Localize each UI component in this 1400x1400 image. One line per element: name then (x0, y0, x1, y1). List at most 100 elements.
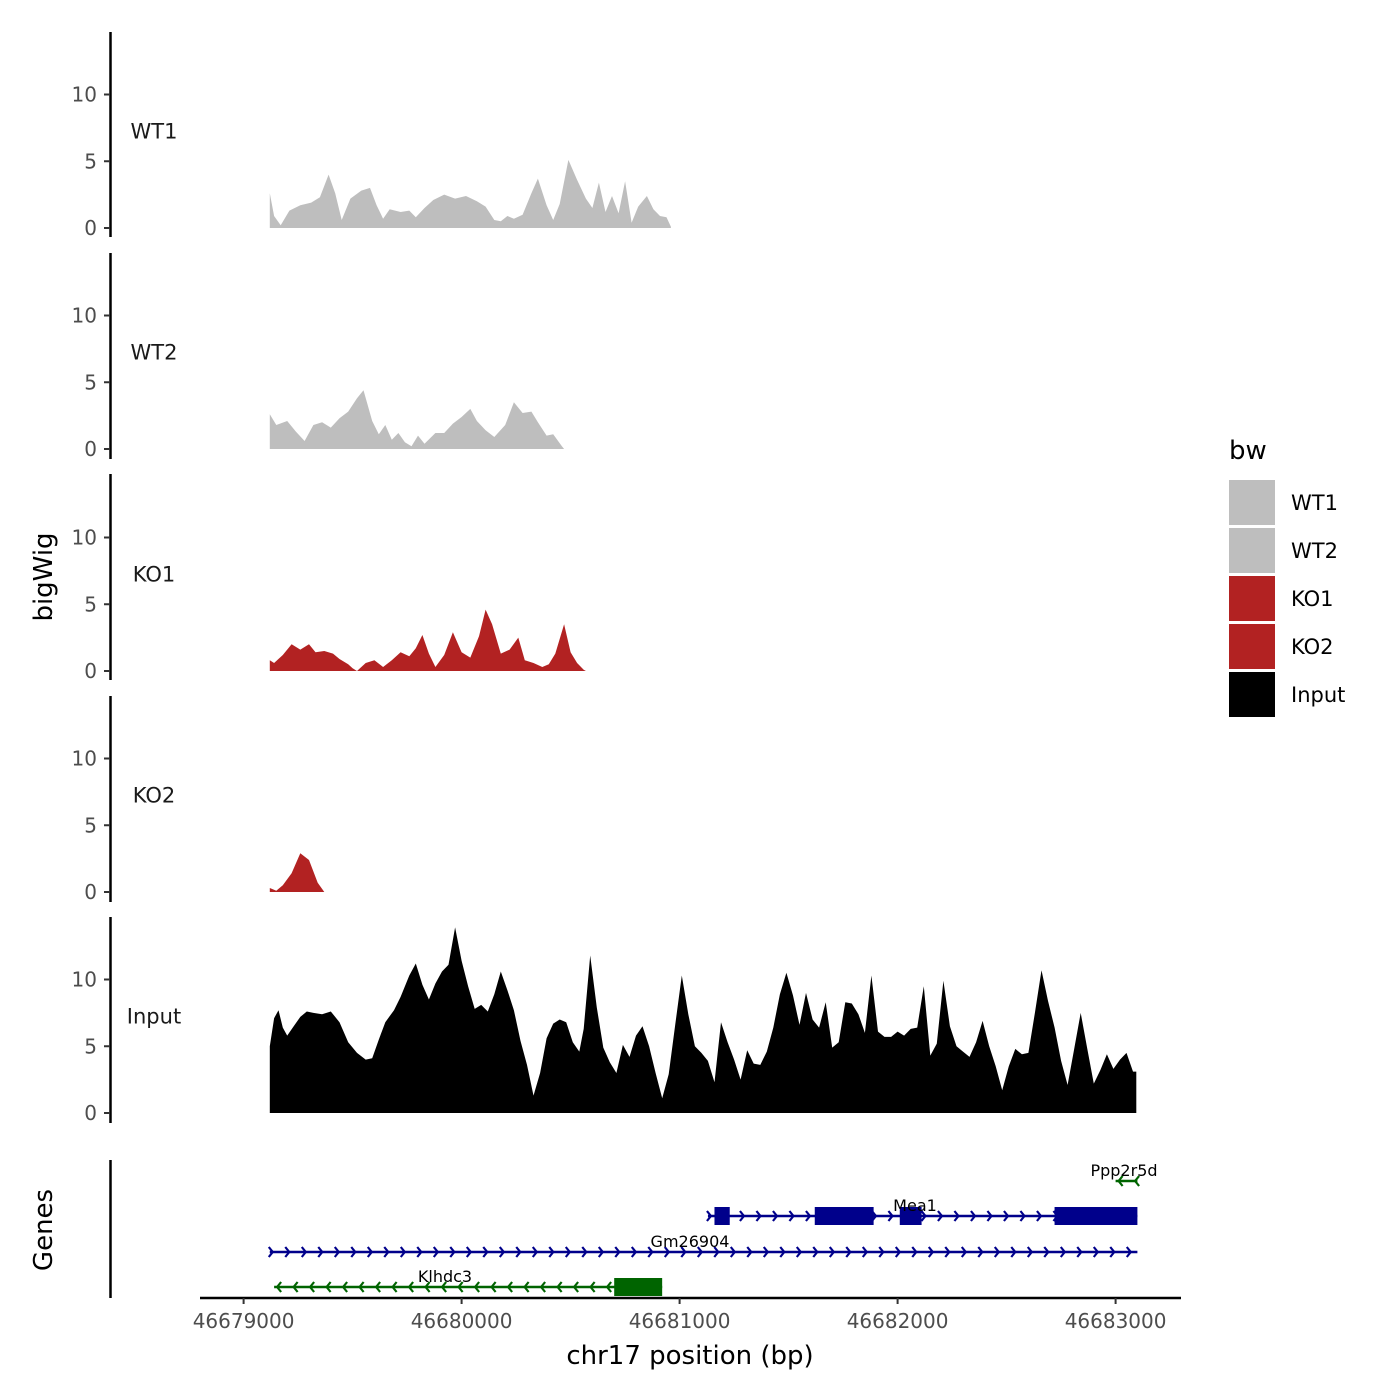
strand-arrow (308, 1281, 315, 1293)
y-tick-label: 5 (84, 370, 97, 394)
track-input: Input (127, 927, 1137, 1113)
strand-arrow (680, 1246, 687, 1258)
strand-arrow (424, 1281, 431, 1293)
coverage-area-ko2 (269, 853, 325, 892)
strand-arrow (953, 1210, 960, 1222)
strand-arrow (878, 1246, 885, 1258)
strand-arrow (597, 1246, 605, 1258)
strand-arrow (515, 1246, 522, 1258)
gene-ppp2r5d: Ppp2r5d (1090, 1161, 1158, 1187)
legend: bw WT1 WT2 KO1 KO2 Input (1229, 436, 1345, 717)
strand-arrow (1092, 1246, 1100, 1258)
x-tick-label: 46682000 (847, 1309, 949, 1333)
strand-arrow (605, 1281, 612, 1293)
strand-arrow (1019, 1210, 1026, 1222)
strand-arrow (325, 1281, 332, 1293)
coverage-area-wt2 (269, 390, 565, 449)
strand-arrow (523, 1281, 530, 1293)
strand-arrow (465, 1246, 473, 1258)
track-label-wt2: WT2 (131, 341, 178, 365)
genes-axis-title: Genes (29, 1189, 59, 1271)
strand-arrow (894, 1246, 902, 1258)
strand-arrow (663, 1246, 671, 1258)
x-axis: 46679000 46680000 46681000 46682000 46683000 (193, 1296, 1181, 1333)
coverage-area-ko1 (269, 609, 586, 671)
strand-arrow (647, 1246, 654, 1258)
strand-arrow (713, 1246, 720, 1258)
strand-arrow (795, 1246, 803, 1258)
strand-arrow (812, 1246, 819, 1258)
strand-arrow (556, 1281, 563, 1293)
y-axis: 0 5 10 0 5 10 0 5 10 0 5 10 0 5 10 (72, 32, 112, 1125)
strand-arrow (746, 1246, 753, 1258)
strand-arrow (986, 1210, 993, 1222)
legend-label-wt2: WT2 (1291, 539, 1338, 563)
strand-arrow (630, 1246, 638, 1258)
track-wt2: WT2 (131, 341, 565, 449)
legend-title: bw (1229, 436, 1267, 466)
strand-arrow (788, 1210, 795, 1222)
x-axis-title: chr17 position (bp) (566, 1341, 813, 1371)
legend-label-input: Input (1291, 683, 1345, 707)
y-tick-label: 5 (84, 149, 97, 173)
strand-arrow (739, 1210, 746, 1222)
strand-arrow (572, 1281, 579, 1293)
strand-arrow (341, 1281, 348, 1293)
strand-arrow (911, 1246, 918, 1258)
strand-arrow (1109, 1246, 1116, 1258)
x-tick-label: 46681000 (629, 1309, 731, 1333)
strand-arrow (531, 1246, 539, 1258)
strand-arrow (581, 1246, 588, 1258)
strand-arrow (1125, 1246, 1133, 1258)
strand-arrow (548, 1246, 555, 1258)
exon (614, 1278, 663, 1296)
strand-arrow (300, 1246, 308, 1258)
gene-gm26904: Gm26904 (267, 1232, 1138, 1258)
y-tick-label: 10 (72, 747, 97, 771)
coverage-area-wt1 (269, 159, 671, 228)
strand-arrow (391, 1281, 398, 1293)
gene-mea1: Mea1 (706, 1196, 1138, 1225)
strand-arrow (762, 1246, 770, 1258)
y-tick-label: 0 (84, 880, 97, 904)
track-label-ko1: KO1 (133, 563, 176, 587)
y-tick-label: 0 (84, 216, 97, 240)
legend-swatch-wt2 (1229, 528, 1275, 573)
y-tick-label: 5 (84, 813, 97, 837)
strand-arrow (755, 1210, 762, 1222)
strand-arrow (457, 1281, 464, 1293)
x-tick-label: 46679000 (193, 1309, 295, 1333)
strand-arrow (267, 1246, 275, 1258)
y-tick-label: 10 (72, 83, 97, 107)
strand-arrow (696, 1246, 704, 1258)
strand-arrow (416, 1246, 423, 1258)
strand-arrow (779, 1246, 786, 1258)
y-tick-label: 10 (72, 304, 97, 328)
exon (899, 1207, 922, 1225)
strand-arrow (440, 1281, 447, 1293)
strand-arrow (589, 1281, 596, 1293)
genes-track: Ppp2r5d Mea1 Gm26904 Klhdc3 (109, 1160, 1158, 1298)
strand-arrow (317, 1246, 324, 1258)
strand-arrow (284, 1246, 291, 1258)
strand-arrow (937, 1210, 944, 1222)
strand-arrow (970, 1210, 977, 1222)
strand-arrow (1010, 1246, 1017, 1258)
strand-arrow (490, 1281, 497, 1293)
strand-arrow (927, 1246, 935, 1258)
strand-arrow (772, 1210, 779, 1222)
exon (1054, 1207, 1138, 1225)
strand-arrow (407, 1281, 414, 1293)
strand-arrow (333, 1246, 341, 1258)
x-tick-label: 46680000 (411, 1309, 513, 1333)
strand-arrow (944, 1246, 951, 1258)
strand-arrow (828, 1246, 836, 1258)
track-wt1: WT1 (131, 120, 671, 228)
legend-swatch-ko2 (1229, 624, 1275, 669)
strand-arrow (1026, 1246, 1034, 1258)
strand-arrow (960, 1246, 968, 1258)
x-tick-label: 46683000 (1065, 1309, 1167, 1333)
y-tick-label: 10 (72, 526, 97, 550)
strand-arrow (1003, 1210, 1010, 1222)
